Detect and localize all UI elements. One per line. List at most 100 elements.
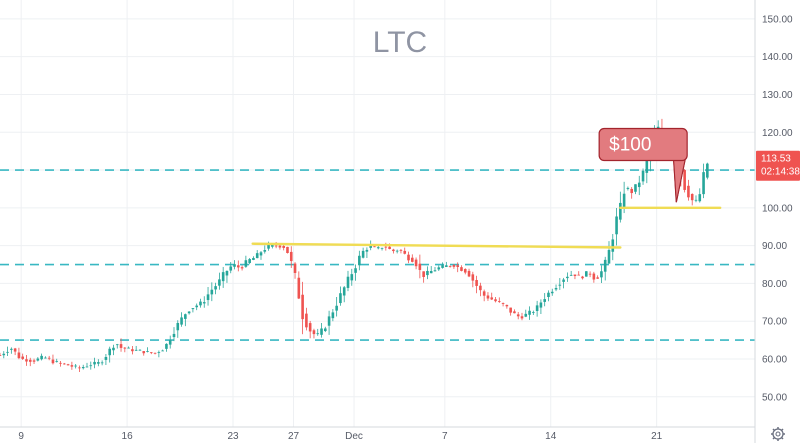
- candle-body: [581, 276, 584, 279]
- candle-body: [615, 216, 618, 235]
- candle-body: [138, 349, 142, 351]
- candle-body: [248, 259, 251, 264]
- candle-body: [550, 291, 554, 294]
- candle-body: [706, 163, 709, 178]
- candle-body: [456, 265, 459, 268]
- candle-body: [634, 184, 637, 192]
- candle-body: [225, 270, 229, 276]
- candle-body: [184, 314, 187, 319]
- candle-body: [85, 366, 89, 368]
- candle-body: [278, 245, 282, 248]
- candle-body: [399, 249, 403, 251]
- candle-body: [437, 267, 441, 270]
- candle-body: [358, 255, 361, 266]
- candle-body: [165, 343, 168, 349]
- candle-body: [172, 333, 176, 338]
- candle-body: [365, 249, 369, 252]
- candle-body: [119, 344, 123, 348]
- candle-body: [233, 264, 236, 267]
- candle-body: [51, 359, 55, 364]
- candle-body: [520, 316, 524, 319]
- candle-body: [562, 279, 565, 282]
- candle-body: [180, 317, 183, 325]
- candle-body: [104, 356, 108, 360]
- candle-body: [637, 182, 641, 188]
- candle-body: [289, 251, 293, 262]
- candle-body: [335, 305, 338, 311]
- time-tick-label: 21: [651, 431, 663, 442]
- candle-body: [81, 367, 85, 369]
- candle-body: [588, 273, 592, 275]
- candle-body: [0, 355, 2, 357]
- candle-body: [698, 194, 702, 202]
- candle-body: [463, 269, 467, 273]
- candle-body: [6, 351, 9, 353]
- candle-body: [354, 268, 357, 273]
- candle-body: [441, 265, 444, 268]
- candle-body: [626, 187, 630, 189]
- candle-body: [176, 322, 180, 331]
- candle-body: [611, 239, 615, 252]
- candle-body: [312, 330, 316, 335]
- candle-body: [74, 365, 77, 367]
- candle-body: [93, 361, 96, 365]
- time-tick-label: 9: [18, 431, 24, 442]
- candle-body: [210, 289, 214, 295]
- candle-body: [127, 347, 130, 349]
- current-price-value: 113.53: [761, 154, 791, 165]
- candle-body: [316, 333, 320, 335]
- price-tick-label: 130.00: [762, 90, 793, 101]
- candle-body: [131, 349, 134, 352]
- candle-body: [410, 257, 414, 262]
- candle-body: [426, 270, 429, 276]
- candle-body: [28, 359, 32, 362]
- candle-body: [645, 158, 649, 173]
- candle-body: [331, 312, 335, 319]
- candle-body: [569, 274, 573, 276]
- price-tick-label: 150.00: [762, 14, 793, 25]
- candle-body: [187, 311, 191, 314]
- candle-body: [142, 351, 146, 354]
- candle-body: [339, 293, 342, 304]
- price-tick-label: 60.00: [762, 354, 787, 365]
- candle-body: [497, 301, 501, 302]
- candle-body: [346, 276, 350, 288]
- price-annotation[interactable]: $100: [598, 127, 688, 203]
- candle-body: [100, 362, 104, 364]
- candle-body: [206, 294, 210, 301]
- candle-body: [501, 303, 505, 304]
- current-price-tag: 113.53 02:14:38: [756, 150, 800, 181]
- candle-body: [407, 254, 410, 261]
- price-tick-label: 140.00: [762, 52, 793, 63]
- candle-body: [301, 294, 304, 320]
- candle-body: [293, 263, 297, 273]
- candle-body: [157, 352, 161, 353]
- candle-body: [282, 245, 285, 248]
- candle-body: [558, 284, 562, 286]
- candle-body: [448, 266, 452, 267]
- candle-body: [320, 328, 323, 335]
- candle-body: [535, 305, 539, 311]
- candle-body: [324, 328, 327, 332]
- candle-body: [237, 265, 240, 268]
- trend-lines[interactable]: [251, 206, 722, 249]
- time-tick-label: 14: [545, 431, 557, 442]
- candle-countdown: 02:14:38: [761, 167, 800, 178]
- time-axis[interactable]: 9 16 23 27 Dec 7 14 21: [18, 431, 662, 442]
- candle-body: [214, 286, 217, 290]
- time-tick-label: Dec: [345, 431, 363, 442]
- candle-body: [516, 314, 520, 317]
- candle-body: [554, 287, 558, 290]
- gear-icon[interactable]: [771, 427, 785, 441]
- candle-body: [683, 170, 686, 190]
- horizontal-levels: [0, 169, 755, 341]
- candle-body: [70, 365, 74, 367]
- time-tick-label: 27: [288, 431, 300, 442]
- candle-body: [25, 359, 28, 362]
- price-tick-label: 100.00: [762, 203, 793, 214]
- candle-body: [255, 253, 259, 259]
- candle-body: [44, 357, 47, 359]
- trend-line[interactable]: [251, 242, 622, 249]
